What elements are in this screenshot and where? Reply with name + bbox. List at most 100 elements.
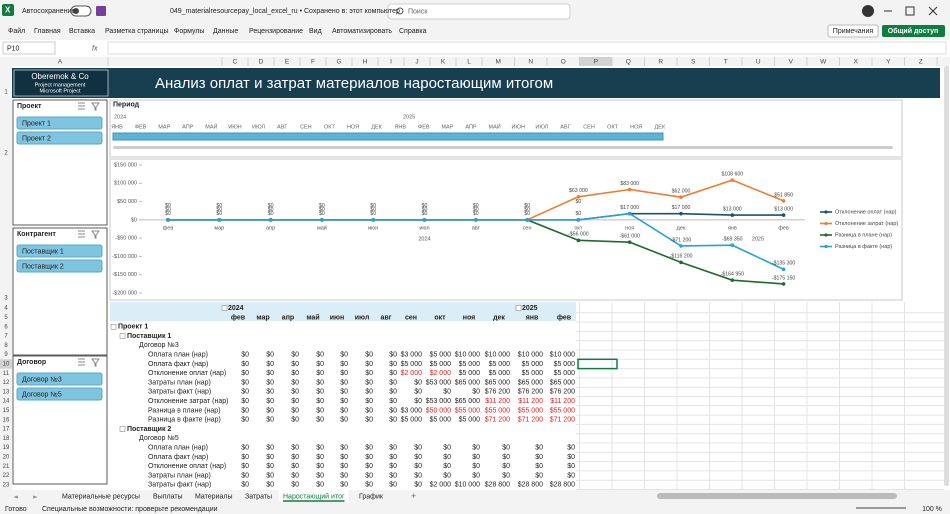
collapse-icon[interactable] xyxy=(515,305,522,311)
slicer-icons[interactable] xyxy=(78,230,100,239)
avatar[interactable] xyxy=(862,5,874,17)
comments-button[interactable] xyxy=(827,24,879,38)
v-scrollbar[interactable] xyxy=(944,66,949,486)
timeline-month[interactable]: ФЕВ xyxy=(135,124,147,130)
h-scrollbar[interactable] xyxy=(657,493,897,499)
collapse-icon[interactable] xyxy=(119,426,126,432)
timeline-month[interactable]: АПР xyxy=(182,124,194,130)
slicer-item[interactable]: Договор №5 xyxy=(22,391,62,398)
zoom-slider[interactable] xyxy=(856,507,906,509)
timeline-month[interactable]: МАЙ xyxy=(488,122,500,130)
slicer-item[interactable]: Поставщик 2 xyxy=(22,263,64,270)
selected-cell[interactable] xyxy=(577,358,618,370)
add-sheet[interactable]: + xyxy=(411,491,416,501)
data-label: $0 xyxy=(576,211,582,217)
collapse-icon[interactable] xyxy=(110,324,117,330)
timeline-scroll[interactable] xyxy=(113,146,893,149)
slicer-item[interactable]: Договор №3 xyxy=(22,376,62,383)
legend-label[interactable]: Отклонение затрат (нар) xyxy=(835,221,898,227)
timeline-month[interactable]: АВГ xyxy=(277,124,287,130)
menu-item[interactable]: Рецензирование xyxy=(249,28,303,35)
save-icon[interactable] xyxy=(96,6,106,16)
pivot-row-label: Отклонение затрат (нар) xyxy=(148,398,228,405)
slicer-button[interactable] xyxy=(16,259,103,273)
timeline-month[interactable]: МАР xyxy=(441,124,453,130)
menu-item[interactable]: Разметка страницы xyxy=(105,28,169,35)
collapse-icon[interactable] xyxy=(221,305,228,311)
slicer-item[interactable]: Проект 1 xyxy=(22,120,51,127)
collapse-icon[interactable] xyxy=(119,333,126,339)
timeline-month[interactable]: НОЯ xyxy=(347,124,359,130)
menu-item[interactable]: Автоматизировать xyxy=(332,28,392,35)
legend-label[interactable]: Разница в факте (нар) xyxy=(835,244,892,250)
tab-scroll[interactable] xyxy=(13,495,38,499)
menu-item[interactable]: Главная xyxy=(34,28,61,35)
row-header: 16 xyxy=(3,417,10,423)
timeline-month[interactable]: МАЙ xyxy=(205,122,217,130)
share-button[interactable] xyxy=(882,25,945,37)
data-point xyxy=(679,211,683,216)
timeline-month[interactable]: ОКТ xyxy=(324,124,335,130)
status-zoom[interactable]: 100 % xyxy=(922,506,942,513)
timeline-month[interactable]: СЕН xyxy=(300,124,312,130)
slicer-button[interactable] xyxy=(16,116,103,130)
name-box[interactable] xyxy=(2,41,56,55)
timeline-month[interactable]: МАР xyxy=(158,124,170,130)
slicer-button[interactable] xyxy=(16,131,103,145)
sheet-tab[interactable]: Материальные ресурсы xyxy=(62,493,140,500)
timeline-month[interactable]: АВГ xyxy=(560,124,570,130)
menu-item[interactable]: Формулы xyxy=(174,28,204,35)
slicer-item[interactable]: Поставщик 1 xyxy=(22,248,64,255)
sheet-tab[interactable]: Наростающий итог xyxy=(283,492,345,500)
timeline-month[interactable]: ИЮЛ xyxy=(535,124,548,130)
pivot-row-label: Проект 1 xyxy=(118,324,148,331)
slicer-button[interactable] xyxy=(16,387,103,401)
timeline-month[interactable]: ОКТ xyxy=(607,124,618,130)
timeline-month[interactable]: АПР xyxy=(465,124,477,130)
timeline-selection[interactable] xyxy=(112,132,664,141)
sheet-tab[interactable]: Выплаты xyxy=(153,493,183,500)
sheet-tab[interactable]: Затраты xyxy=(245,493,272,500)
status-accessibility[interactable]: Специальные возможности: проверьте реком… xyxy=(42,506,218,513)
timeline-month[interactable]: ЯНВ xyxy=(394,124,406,130)
status-bar xyxy=(0,503,950,514)
menu-item[interactable]: Вставка xyxy=(69,28,95,35)
x-tick-label: окт xyxy=(574,225,583,231)
pivot-cell: $0 xyxy=(266,351,274,358)
comments-label[interactable]: Примечания xyxy=(833,28,874,35)
pivot-cell: $0 xyxy=(291,379,299,386)
legend-label[interactable]: Разница в плане (нар) xyxy=(835,232,892,238)
menu-item[interactable]: Данные xyxy=(213,28,238,35)
timeline-month[interactable]: ДЕК xyxy=(371,124,382,130)
close[interactable] xyxy=(928,6,938,16)
menu-item[interactable]: Справка xyxy=(399,28,427,35)
formula-input[interactable] xyxy=(107,41,947,55)
sheet-tab[interactable]: График xyxy=(359,493,384,500)
timeline-month[interactable]: СЕН xyxy=(583,124,595,130)
slicer-button[interactable] xyxy=(16,244,103,258)
slicer-button[interactable] xyxy=(16,372,103,386)
timeline-month[interactable]: ЯНВ xyxy=(111,124,123,130)
column-header: N xyxy=(528,59,533,66)
data-label: -$164 950 xyxy=(721,272,744,278)
timeline-month[interactable]: ДЕК xyxy=(654,124,665,130)
search-box[interactable] xyxy=(387,3,571,20)
sheet-tab[interactable]: Материалы xyxy=(195,493,232,500)
maximize[interactable] xyxy=(905,6,915,16)
menu-item[interactable]: Вид xyxy=(309,28,322,35)
slicer-icons[interactable] xyxy=(78,102,100,111)
slicer-icons[interactable] xyxy=(78,358,100,367)
pivot-cell: $0 xyxy=(291,417,299,424)
timeline-month[interactable]: ИЮН xyxy=(228,124,242,130)
menu-item[interactable]: Файл xyxy=(8,27,25,35)
timeline-month[interactable]: ФЕВ xyxy=(418,124,430,130)
legend-label[interactable]: Отклонение оплат (нар) xyxy=(835,209,897,215)
slicer-item[interactable]: Проект 2 xyxy=(22,135,51,142)
data-point xyxy=(679,195,683,199)
share-label[interactable]: Общий доступ xyxy=(888,27,938,35)
row-header: 15 xyxy=(3,408,10,414)
timeline-month[interactable]: ИЮН xyxy=(511,124,525,130)
data-label: $17 000 xyxy=(672,205,691,211)
timeline-month[interactable]: ИЮЛ xyxy=(252,124,265,130)
timeline-month[interactable]: НОЯ xyxy=(630,124,642,130)
